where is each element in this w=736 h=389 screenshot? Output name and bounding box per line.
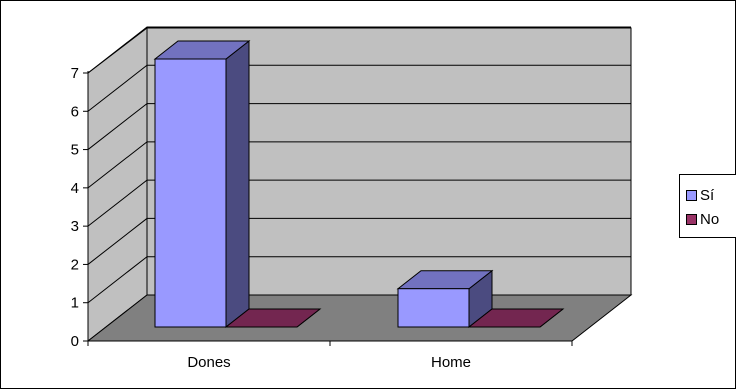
- gridline: [87, 141, 631, 189]
- y-tick-label: 1: [71, 295, 79, 312]
- y-tick-label: 7: [71, 65, 79, 82]
- x-category-label: Home: [431, 354, 471, 371]
- y-tick-label: 3: [71, 218, 79, 235]
- bars: [153, 39, 565, 329]
- y-tick-label: 6: [71, 103, 79, 120]
- bar-top: [224, 308, 322, 328]
- gridline: [87, 256, 631, 304]
- bar-front: [397, 288, 470, 328]
- bar-Sí-Dones: [153, 39, 251, 329]
- legend-swatch-no: [686, 213, 697, 225]
- bar-top: [467, 308, 565, 328]
- gridline: [87, 217, 631, 265]
- bar-side: [225, 39, 250, 329]
- legend-item-no: No: [686, 211, 719, 229]
- gridlines: [87, 26, 631, 304]
- bar-No-Home: [467, 308, 565, 328]
- gridline: [87, 64, 631, 112]
- x-axis-category-labels: Dones Home: [187, 354, 471, 371]
- bar-No-Dones: [224, 308, 322, 328]
- legend-label-no: No: [700, 211, 720, 228]
- side-wall: [87, 26, 148, 343]
- y-tick-label: 4: [71, 180, 79, 197]
- y-tick-label: 5: [71, 142, 79, 159]
- legend-swatch-si: [686, 189, 697, 201]
- axes: [83, 71, 573, 346]
- gridline: [87, 103, 631, 150]
- legend-label-si: Sí: [700, 187, 715, 204]
- bar-front: [154, 58, 227, 328]
- x-category-label: Dones: [187, 354, 230, 371]
- y-axis-tick-labels: 0 1 2 3 4 5 6 7: [71, 65, 79, 350]
- legend: Sí No: [679, 174, 736, 238]
- chart-walls: [86, 26, 633, 343]
- bar-Sí-Home: [396, 269, 494, 329]
- y-tick-label: 2: [71, 256, 79, 273]
- y-tick-label: 0: [71, 333, 79, 350]
- gridline: [87, 26, 631, 74]
- legend-item-si: Sí: [686, 187, 714, 205]
- gridline: [87, 179, 631, 227]
